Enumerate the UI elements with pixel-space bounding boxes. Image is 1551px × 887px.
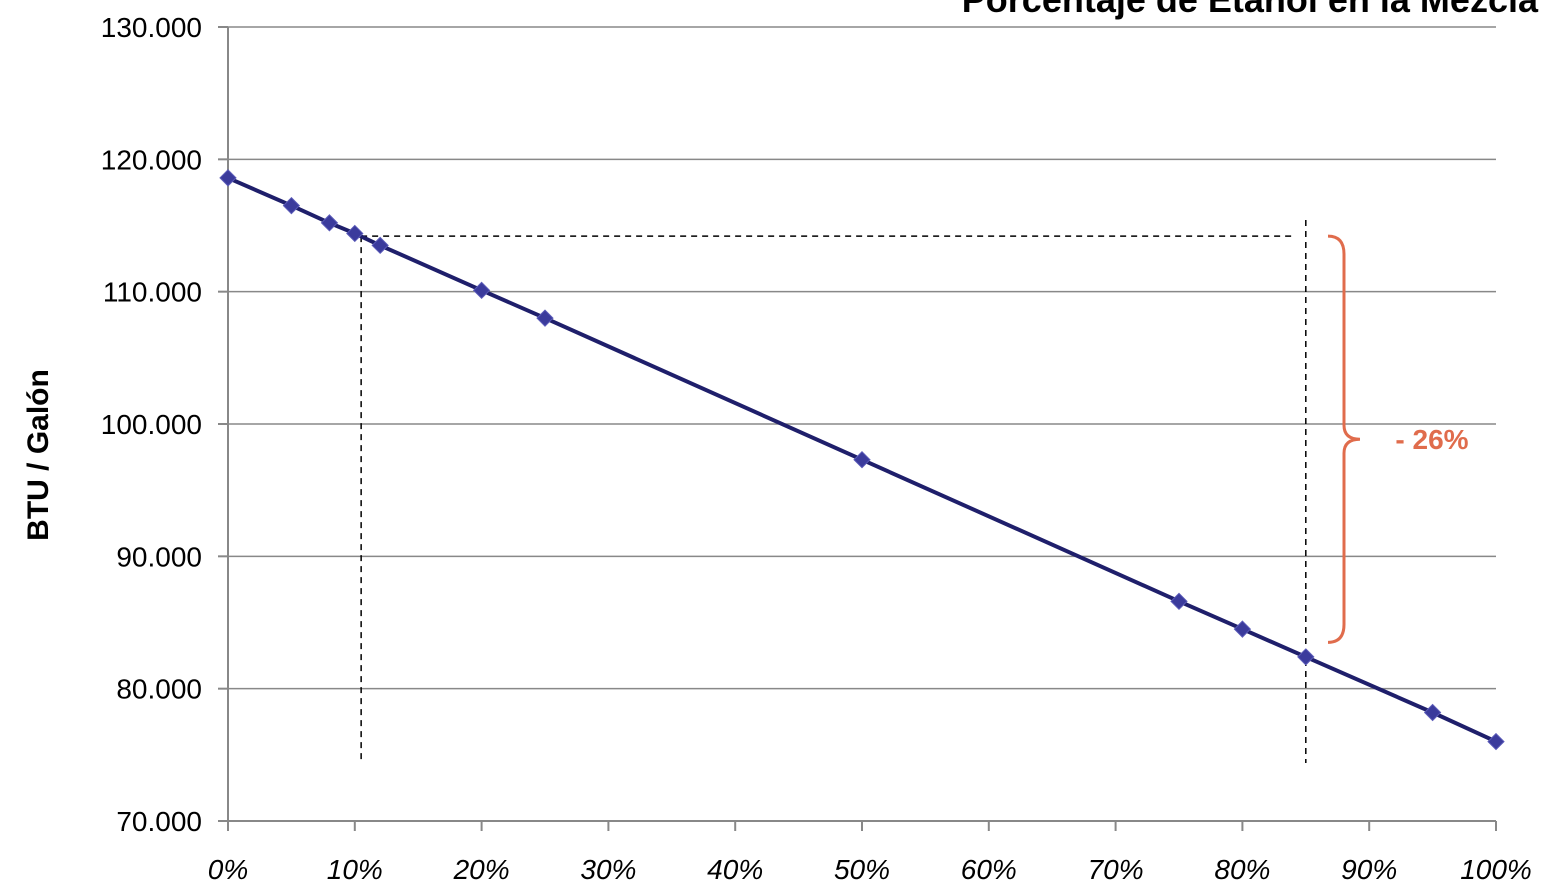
data-point	[853, 451, 871, 469]
chart-title: Porcentaje de Etanol en la Mezcla	[962, 0, 1539, 20]
y-tick-label: 110.000	[103, 277, 202, 308]
x-tick-label: 100%	[1460, 854, 1532, 885]
reference-lines	[360, 220, 1307, 763]
data-point	[346, 224, 364, 243]
x-tick-label: 10%	[327, 854, 383, 885]
x-tick-label: 0%	[208, 854, 248, 885]
data-point	[1233, 620, 1252, 638]
x-tick-label: 60%	[961, 854, 1017, 885]
data-point	[219, 169, 237, 187]
data-point	[282, 196, 301, 215]
y-tick-label: 80.000	[116, 674, 202, 705]
y-tick-label: 70.000	[116, 806, 202, 837]
x-tick-label: 40%	[707, 854, 763, 885]
axes	[218, 26, 1497, 831]
y-tick-labels: 70.000 80.000 90.000 100.000 110.000 120.000 1…	[101, 12, 202, 837]
grid-lines	[228, 26, 1496, 690]
x-tick-label: 50%	[834, 854, 890, 885]
y-axis-label: BTU / Galón	[22, 369, 55, 541]
data-point	[320, 214, 339, 232]
data-point	[1487, 732, 1505, 751]
data-point	[1423, 703, 1442, 722]
y-tick-label: 130.000	[101, 12, 202, 43]
data-point	[536, 309, 554, 327]
x-tick-label: 20%	[453, 854, 510, 885]
x-tick-label: 30%	[580, 854, 636, 885]
y-tick-label: 120.000	[101, 144, 202, 175]
y-tick-label: 100.000	[101, 409, 202, 440]
series	[219, 169, 1505, 751]
data-point	[1297, 648, 1315, 666]
x-tick-label: 70%	[1088, 854, 1144, 885]
x-tick-label: 90%	[1341, 854, 1397, 885]
data-point	[472, 281, 491, 300]
x-tick-label: 80%	[1214, 854, 1270, 885]
annotation: - 26%	[1327, 234, 1469, 644]
x-tick-labels: 0% 10% 20% 30% 40% 50% 60% 70% 80% 90% 100%	[208, 854, 1532, 885]
annotation-label: - 26%	[1395, 424, 1468, 455]
y-tick-label: 90.000	[116, 541, 202, 572]
data-point	[1170, 592, 1188, 611]
brace-icon	[1327, 234, 1361, 644]
data-point	[371, 236, 389, 255]
